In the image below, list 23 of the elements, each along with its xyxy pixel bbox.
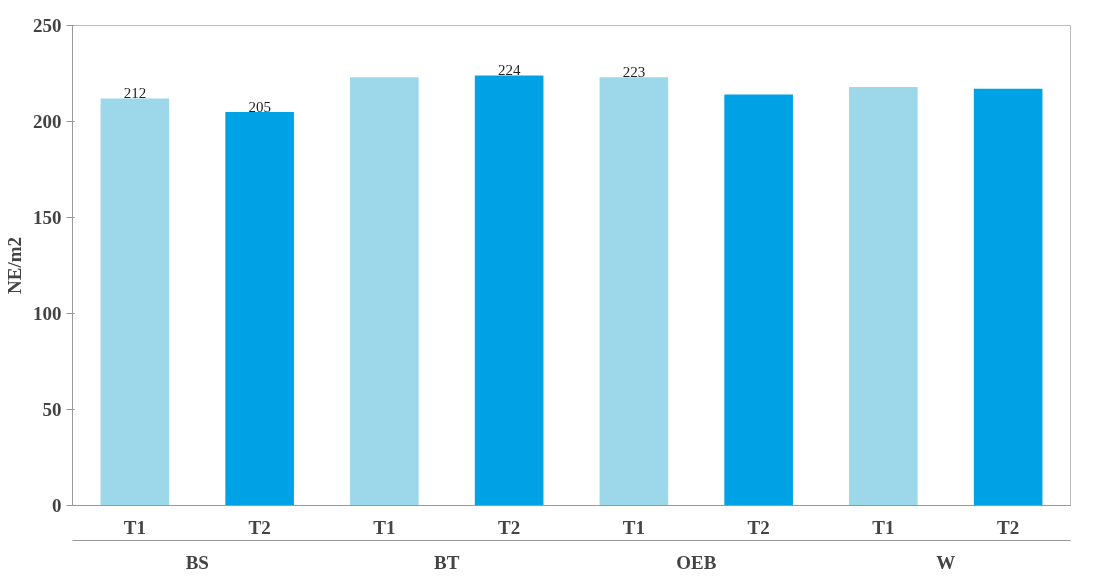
x-tick-label: T2 (747, 516, 770, 538)
x-tick-label: T1 (622, 516, 645, 538)
y-tick-label: 0 (52, 495, 62, 516)
x-tick-label: T1 (872, 516, 895, 538)
data-label: 224 (497, 62, 521, 79)
text: BT (434, 551, 460, 573)
y-axis-title: NE/m2 (4, 237, 25, 294)
x-tick-label: T1 (123, 516, 146, 538)
y-tick-label: 250 (33, 15, 62, 36)
data-label: 212 (123, 85, 147, 102)
x-tick-label: T1 (373, 516, 396, 538)
y-tick-label: 150 (33, 207, 62, 228)
text: BS (185, 551, 209, 573)
y-tick-label: 50 (42, 399, 62, 420)
text: OEB (676, 551, 717, 573)
y-tick-label: 100 (33, 303, 62, 324)
x-tick-label: T2 (248, 516, 271, 538)
data-label: 205 (248, 98, 271, 115)
x-tick-label: T2 (997, 516, 1020, 538)
data-label: 223 (622, 64, 646, 81)
y-tick-label: 200 (33, 111, 62, 132)
x-tick-label: T2 (498, 516, 521, 538)
text: W (936, 551, 956, 573)
